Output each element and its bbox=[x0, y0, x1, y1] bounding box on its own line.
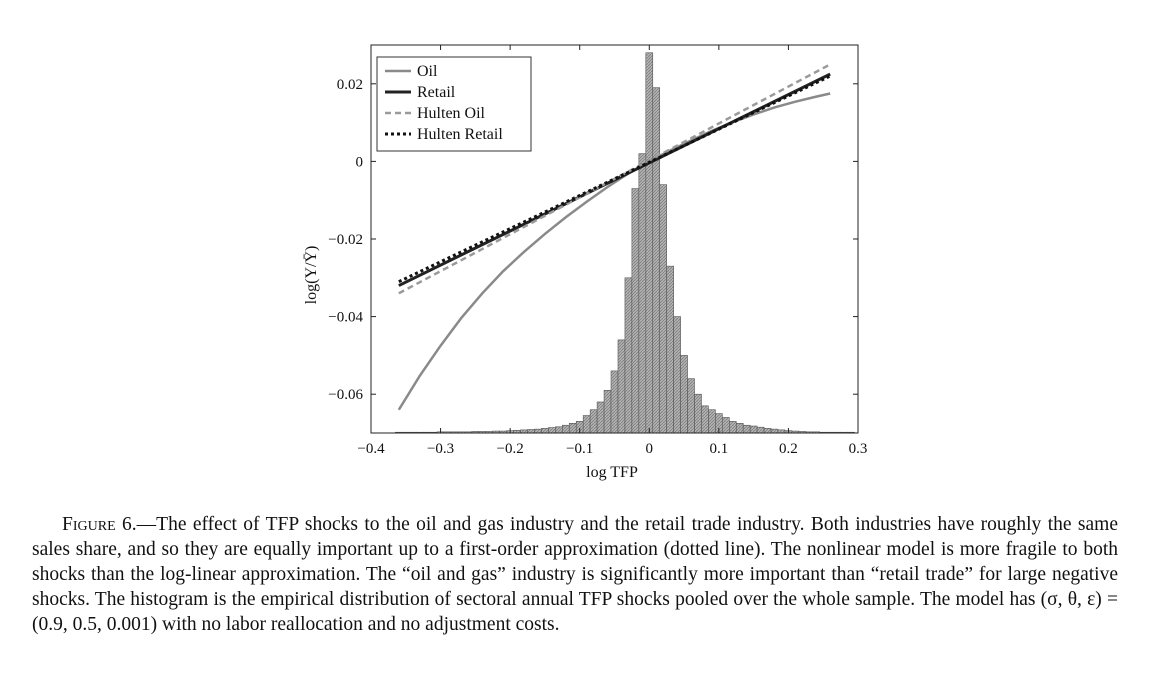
histogram-bar bbox=[638, 153, 647, 433]
figure-caption: Figure 6.—The effect of TFP shocks to th… bbox=[32, 512, 1118, 637]
histogram-bar bbox=[673, 316, 681, 433]
histogram-bar bbox=[596, 401, 605, 433]
series-lines bbox=[397, 63, 831, 411]
legend-label: Hulten Retail bbox=[417, 126, 503, 143]
histogram-bar bbox=[659, 184, 667, 433]
histogram-bar bbox=[610, 370, 619, 433]
histogram-bar bbox=[680, 355, 688, 433]
figure-label: Figure 6 bbox=[62, 514, 132, 535]
histogram-bar bbox=[687, 378, 695, 433]
x-tick-label: 0.1 bbox=[709, 441, 728, 457]
x-tick-label: 0.2 bbox=[779, 441, 798, 457]
histogram-bar bbox=[708, 409, 716, 433]
histogram-bar bbox=[534, 428, 542, 433]
x-tick-label: 0.3 bbox=[849, 441, 868, 457]
x-tick-label: 0 bbox=[646, 441, 654, 457]
histogram-bar bbox=[617, 339, 626, 433]
y-tick-label: 0.02 bbox=[337, 77, 363, 93]
histogram-bar bbox=[562, 424, 570, 433]
legend-box bbox=[376, 56, 532, 152]
histogram-bar bbox=[548, 427, 556, 433]
x-axis-label: log TFP bbox=[586, 464, 638, 481]
histogram-bar bbox=[555, 426, 563, 433]
legend-label: Retail bbox=[417, 84, 456, 101]
legend-label: Oil bbox=[417, 63, 438, 80]
y-tick-label: −0.02 bbox=[328, 232, 363, 248]
legend: Oil Retail Hulten Oil Hulten Retail bbox=[376, 56, 532, 152]
axes: −0.4 −0.3 −0.2 −0.1 0 0.1 0.2 0.3 0.02 0 −0.02 −0.0… bbox=[328, 44, 868, 457]
histogram-bar bbox=[589, 409, 598, 433]
series-line-oil bbox=[397, 92, 831, 411]
y-tick-label: 0 bbox=[356, 154, 364, 170]
histogram-bar bbox=[770, 428, 779, 433]
y-axis-label: log(Y/Ȳ) bbox=[303, 246, 320, 305]
histogram-bar bbox=[701, 405, 709, 433]
legend-label: Hulten Oil bbox=[417, 105, 486, 122]
histogram-bar bbox=[749, 425, 758, 433]
histogram-bar bbox=[603, 390, 612, 433]
histogram-bar bbox=[624, 277, 633, 433]
histogram-bar bbox=[568, 422, 577, 433]
series-line-hulten-oil bbox=[398, 63, 831, 295]
histogram-bar bbox=[722, 417, 730, 433]
x-tick-label: −0.4 bbox=[357, 441, 385, 457]
figure: −0.4 −0.3 −0.2 −0.1 0 0.1 0.2 0.3 0.02 0 −0.02 −0.0… bbox=[300, 30, 880, 490]
histogram-bar bbox=[652, 87, 661, 433]
histogram-bar bbox=[763, 428, 772, 433]
histogram-bar bbox=[742, 424, 751, 433]
caption-text: .—The effect of TFP shocks to the oil an… bbox=[32, 514, 1118, 635]
y-tick-label: −0.06 bbox=[328, 387, 363, 403]
x-tick-label: −0.2 bbox=[497, 441, 524, 457]
histogram-bar bbox=[728, 421, 737, 433]
histogram-bar bbox=[694, 393, 702, 433]
x-tick-label: −0.3 bbox=[427, 441, 454, 457]
histogram-bar bbox=[735, 422, 744, 433]
y-tick-label: −0.04 bbox=[328, 310, 363, 326]
histogram-bar bbox=[631, 188, 640, 433]
chart: −0.4 −0.3 −0.2 −0.1 0 0.1 0.2 0.3 0.02 0 −0.02 −0.0… bbox=[303, 44, 868, 481]
histogram-bar bbox=[645, 52, 654, 433]
series-line-hulten-retail bbox=[398, 74, 831, 284]
histogram-bar bbox=[582, 415, 591, 433]
histogram bbox=[395, 52, 855, 433]
histogram-bar bbox=[527, 429, 535, 433]
histogram-bar bbox=[666, 265, 674, 433]
x-tick-label: −0.1 bbox=[566, 441, 593, 457]
histogram-bar bbox=[541, 428, 549, 433]
histogram-bar bbox=[756, 426, 765, 433]
